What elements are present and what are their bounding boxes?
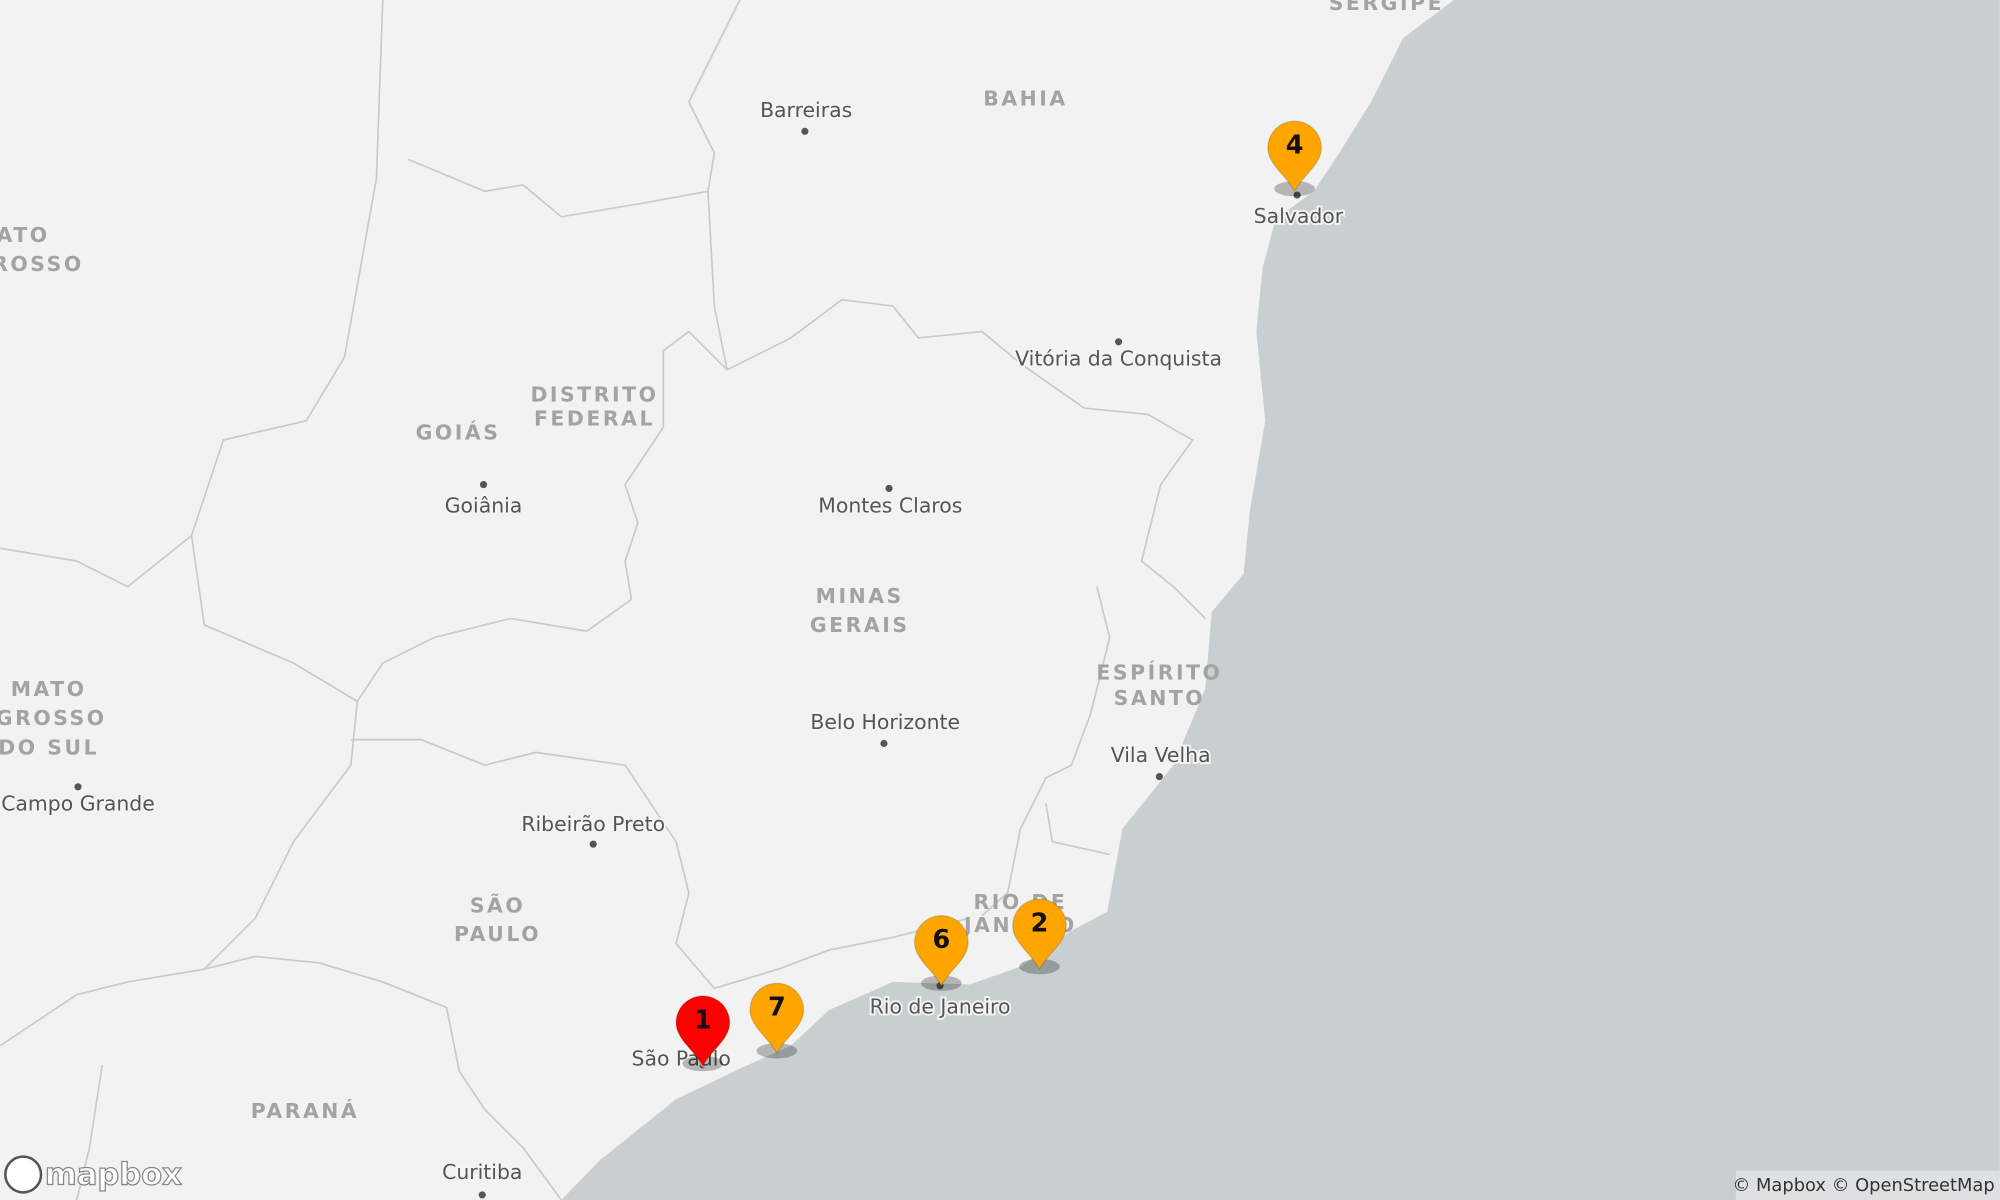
city-label: Goiânia bbox=[445, 493, 523, 517]
city-dot bbox=[1155, 773, 1163, 781]
region-label: GROSSO bbox=[0, 252, 84, 276]
marker-pin bbox=[913, 914, 969, 988]
marker-label: 1 bbox=[694, 1005, 712, 1035]
marker[interactable]: 6 bbox=[913, 914, 969, 991]
region-label: SÃO bbox=[470, 893, 525, 918]
marker[interactable]: 1 bbox=[675, 995, 731, 1072]
borders bbox=[0, 0, 1206, 1200]
marker[interactable]: 2 bbox=[1012, 898, 1067, 975]
region-label: GROSSO bbox=[0, 706, 107, 730]
marker[interactable]: 4 bbox=[1267, 120, 1322, 197]
marker-label: 2 bbox=[1031, 909, 1049, 939]
marker-pin bbox=[675, 995, 731, 1068]
city-dot bbox=[478, 1191, 486, 1199]
city-dot bbox=[880, 739, 888, 748]
region-label: DISTRITO bbox=[530, 382, 658, 406]
city-dot bbox=[1293, 191, 1301, 199]
city-dot bbox=[801, 127, 809, 135]
region-label: PAULO bbox=[454, 922, 541, 946]
city-dot bbox=[589, 840, 597, 848]
markers: 4 2 6 7 1 bbox=[675, 120, 1322, 1072]
ocean bbox=[561, 0, 2000, 1200]
marker-label: 4 bbox=[1286, 131, 1304, 161]
region-label: SANTO bbox=[1114, 686, 1206, 710]
city-dot bbox=[885, 484, 893, 492]
city-label: Campo Grande bbox=[1, 792, 155, 816]
region-label: SERGIPE bbox=[1329, 0, 1444, 15]
marker-label: 7 bbox=[768, 993, 786, 1023]
region-label: PARANÁ bbox=[251, 1098, 359, 1123]
city-label: Salvador bbox=[1254, 204, 1344, 228]
logo-text: mapbox bbox=[45, 1157, 182, 1192]
region-label: MATO bbox=[0, 223, 50, 247]
region-label: GERAIS bbox=[810, 613, 910, 637]
city-label: Vila Velha bbox=[1111, 743, 1211, 767]
city-label: Barreiras bbox=[760, 98, 852, 122]
region-label: ESPÍRITO bbox=[1096, 659, 1222, 684]
marker[interactable]: 7 bbox=[749, 982, 805, 1059]
city-label: Belo Horizonte bbox=[810, 710, 960, 734]
city-label: Montes Claros bbox=[818, 493, 962, 517]
marker-pin bbox=[1012, 898, 1067, 971]
region-label: MATO bbox=[11, 677, 87, 701]
region-label: DO SUL bbox=[0, 736, 99, 760]
region-label: GOIÁS bbox=[416, 420, 501, 445]
attribution[interactable]: © Mapbox © OpenStreetMap bbox=[1733, 1175, 1995, 1196]
city-dot bbox=[479, 481, 488, 489]
marker-pin bbox=[1267, 120, 1322, 193]
logo-icon bbox=[4, 1155, 43, 1194]
city-label: Vitória da Conquista bbox=[1015, 347, 1222, 371]
city-label: Rio de Janeiro bbox=[870, 994, 1011, 1018]
city-dot bbox=[74, 783, 82, 791]
city-label: Curitiba bbox=[442, 1160, 522, 1184]
marker-label: 6 bbox=[932, 925, 950, 955]
city-dot bbox=[1115, 338, 1123, 346]
logo[interactable]: mapbox bbox=[4, 1155, 183, 1194]
region-label: MINAS bbox=[816, 584, 904, 608]
region-label: FEDERAL bbox=[534, 407, 655, 431]
marker-pin bbox=[749, 982, 805, 1055]
city-label: Ribeirão Preto bbox=[521, 812, 665, 836]
region-label: BAHIA bbox=[983, 86, 1068, 110]
city-label: São Paulo bbox=[632, 1047, 731, 1071]
attribution-bg bbox=[1735, 1170, 2000, 1200]
